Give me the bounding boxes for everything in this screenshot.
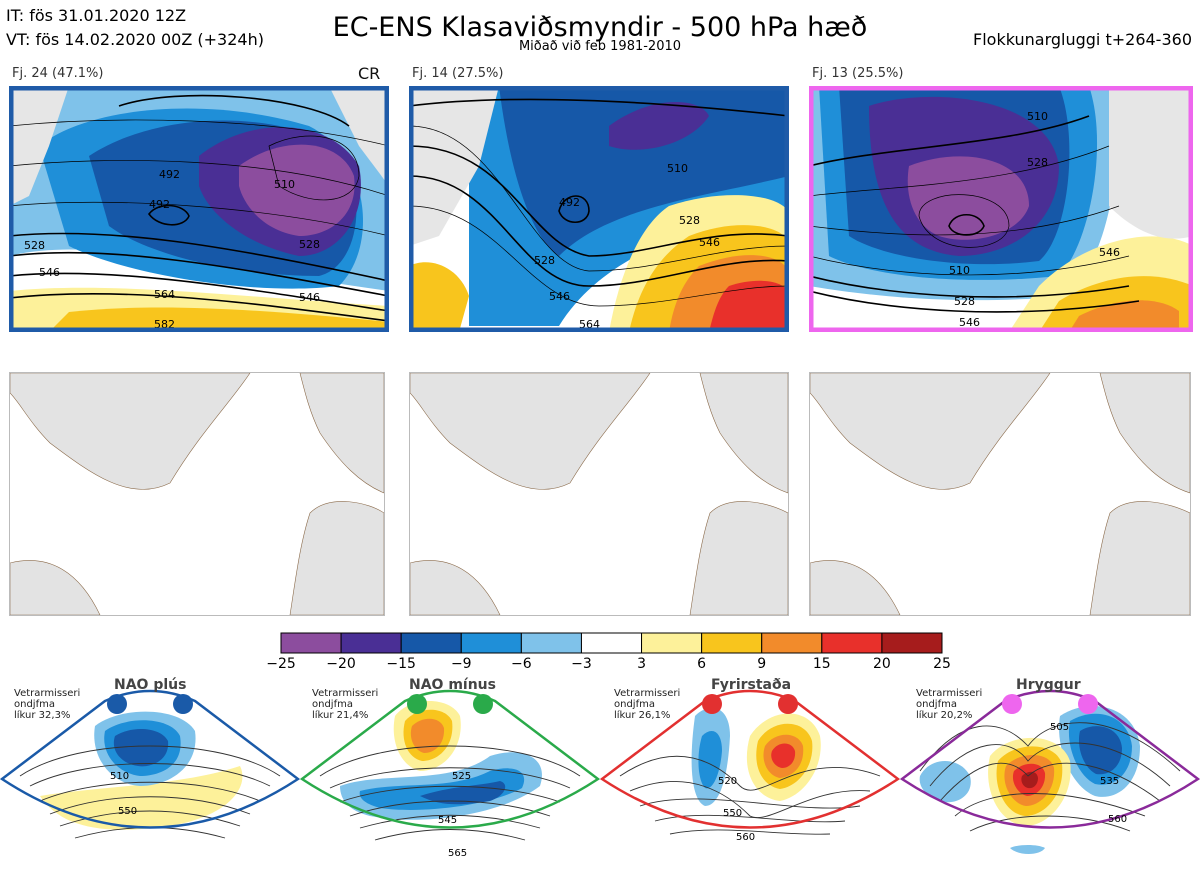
colorbar-swatch [761, 632, 823, 654]
nao-minus-dot [407, 694, 427, 714]
initial-time: IT: fös 31.01.2020 12Z [6, 6, 187, 25]
cluster-2-contour-label: 528 [534, 254, 555, 267]
blocking-title: Fyrirstaða [711, 677, 792, 693]
colorbar-tick-label: 20 [872, 656, 891, 672]
colorbar-tick-label: −9 [450, 656, 472, 672]
nao-minus-outline [299, 689, 601, 829]
ridge-contour-label: 505 [1050, 722, 1069, 733]
cluster-1-contour-label: 546 [299, 291, 320, 304]
cluster-3-contour-label: 510 [949, 264, 970, 277]
empty-map-3 [809, 372, 1191, 616]
empty-map-2 [409, 372, 789, 616]
blocking-dot [702, 694, 722, 714]
nao-minus-contour-label: 545 [438, 815, 457, 826]
blocking-note: Vetrarmisseri ondjfma líkur 26,1% [614, 688, 681, 721]
colorbar-tick-label: 9 [757, 656, 767, 672]
colorbar-swatch [340, 632, 402, 654]
ridge-dot [1002, 694, 1022, 714]
regime-blocking: 520 550 560 [599, 676, 901, 871]
nao-minus-dot [473, 694, 493, 714]
ridge-title: Hryggur [1016, 677, 1081, 693]
valid-time: VT: fös 14.02.2020 00Z (+324h) [6, 30, 264, 49]
cluster-3-map: 510 528 510 528 546 546 [809, 86, 1193, 332]
nao-plus-dot [173, 694, 193, 714]
cluster-3-contour-label: 510 [1027, 110, 1048, 123]
nao-plus-dot [107, 694, 127, 714]
cluster-2-contour-label: 546 [549, 290, 570, 303]
colorbar-swatch [580, 632, 643, 654]
classification-window: Flokkunargluggi t+264-360 [973, 30, 1192, 49]
nao-minus-contour-label: 525 [452, 771, 471, 782]
page-title: EC-ENS Klasaviðsmyndir - 500 hPa hæð [332, 12, 868, 43]
cluster-1-contour-label: 492 [159, 168, 180, 181]
regime-nao-plus: 510 550 [0, 676, 301, 871]
colorbar-swatch [280, 632, 342, 654]
blocking-contour-label: 550 [723, 808, 742, 819]
cluster-1-contour-label: 564 [154, 288, 175, 301]
colorbar-tick-label: 25 [933, 656, 951, 672]
blocking-dot [778, 694, 798, 714]
cluster-1-contour-label: 510 [274, 178, 295, 191]
blocking-contour-label: 520 [718, 776, 737, 787]
nao-plus-outline [0, 689, 301, 829]
nao-minus-contour-label: 565 [448, 848, 467, 859]
ridge-contour-label: 535 [1100, 776, 1119, 787]
colorbar-tick-label: −3 [571, 656, 592, 672]
colorbar-tick-label: 3 [637, 656, 646, 672]
colorbar [280, 632, 943, 654]
cluster-1-label: Fj. 24 (47.1%) [12, 66, 104, 81]
regime-nao-minus: 525 545 565 [299, 676, 601, 871]
cluster-1-tag: CR [358, 64, 381, 83]
cluster-2-contour-label: 492 [559, 196, 580, 209]
colorbar-swatch [400, 632, 462, 654]
cluster-3-contour-label: 546 [1099, 246, 1120, 259]
nao-minus-title: NAO mínus [409, 677, 496, 693]
colorbar-tick-label: −25 [266, 656, 296, 672]
colorbar-swatch [881, 632, 943, 654]
nao-plus-title: NAO plús [114, 677, 187, 693]
ridge-note: Vetrarmisseri ondjfma líkur 20,2% [916, 688, 983, 721]
colorbar-tick-label: 15 [812, 656, 831, 672]
cluster-3-label: Fj. 13 (25.5%) [812, 66, 904, 81]
colorbar-tick-label: 6 [697, 656, 707, 672]
cluster-2-border [409, 86, 789, 332]
colorbar-swatch [460, 632, 522, 654]
ridge-outline [899, 689, 1200, 829]
cluster-1-contour-label: 492 [149, 198, 170, 211]
cluster-3-contour-label: 528 [954, 295, 975, 308]
cluster-2-contour-label: 510 [667, 162, 688, 175]
cluster-1-map: 492 510 528 528 546 564 582 492 546 [9, 86, 389, 332]
regime-ridge: 505 535 560 [899, 676, 1200, 871]
cluster-2-label: Fj. 14 (27.5%) [412, 66, 504, 81]
cluster-2-contour-label: 528 [679, 214, 700, 227]
nao-minus-note: Vetrarmisseri ondjfma líkur 21,4% [312, 688, 379, 721]
empty-map-1 [9, 372, 385, 616]
colorbar-swatch [701, 632, 763, 654]
nao-plus-note: Vetrarmisseri ondjfma líkur 32,3% [14, 688, 81, 721]
colorbar-swatch [641, 632, 703, 654]
ridge-contour-label: 560 [1108, 814, 1127, 825]
blocking-contour-label: 560 [736, 832, 755, 843]
colorbar-tick-label: −20 [326, 656, 356, 672]
colorbar-swatch [520, 632, 582, 654]
cluster-3-contour-label: 528 [1027, 156, 1048, 169]
ridge-dot [1078, 694, 1098, 714]
nao-plus-contour-label: 510 [110, 771, 129, 782]
cluster-2-map: 510 492 528 546 546 528 564 [409, 86, 789, 332]
cluster-1-border [9, 86, 389, 332]
colorbar-tick-label: −15 [386, 656, 416, 672]
cluster-1-contour-label: 528 [299, 238, 320, 251]
colorbar-swatch [821, 632, 883, 654]
cluster-3-border [809, 86, 1193, 332]
blocking-outline [599, 689, 901, 829]
cluster-1-contour-label: 528 [24, 239, 45, 252]
cluster-3-contour-label: 546 [959, 316, 980, 329]
cluster-1-contour-label: 546 [39, 266, 60, 279]
colorbar-ticks: −25 −20 −15 −9 −6 −3 3 6 9 15 20 25 [266, 656, 951, 674]
page-subtitle: Miðað við feb 1981-2010 [518, 39, 682, 54]
cluster-2-contour-label: 546 [699, 236, 720, 249]
colorbar-tick-label: −6 [511, 656, 532, 672]
nao-plus-contour-label: 550 [118, 806, 137, 817]
